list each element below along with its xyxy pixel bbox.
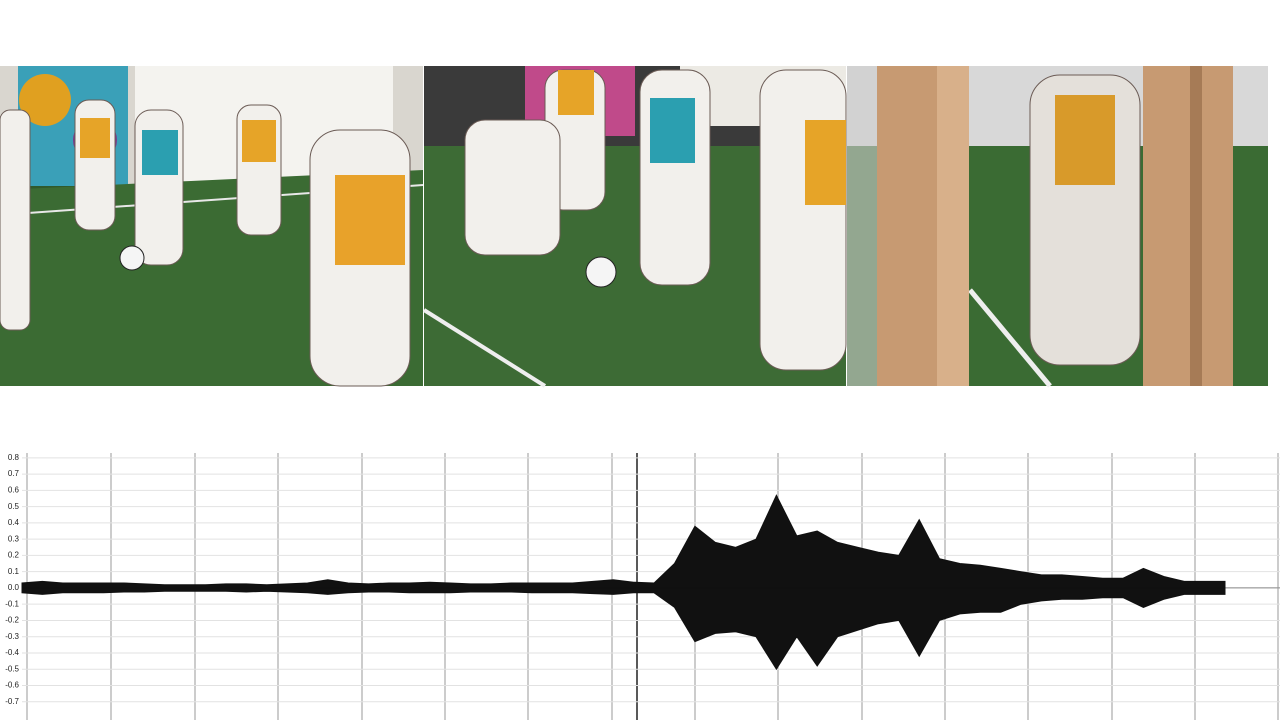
waveform-envelope xyxy=(21,494,1226,589)
y-tick-label: 0.2 xyxy=(8,551,20,560)
y-tick-label: -0.4 xyxy=(5,648,19,657)
y-tick-label: 0.8 xyxy=(8,453,20,462)
y-tick-label: -0.3 xyxy=(5,632,19,641)
y-tick-label: -0.1 xyxy=(5,599,19,608)
y-tick-label: -0.7 xyxy=(5,697,19,706)
y-tick-label: -0.6 xyxy=(5,681,19,690)
y-tick-label: 0.7 xyxy=(8,469,20,478)
frame-1 xyxy=(0,66,424,387)
y-tick-label: 0.6 xyxy=(8,485,20,494)
frame-3 xyxy=(847,66,1268,388)
y-tick-label: 0.5 xyxy=(8,502,20,511)
y-tick-label: 0.1 xyxy=(8,567,20,576)
y-tick-label: 0.3 xyxy=(8,534,20,543)
y-tick-label: -0.5 xyxy=(5,664,19,673)
frame-2 xyxy=(422,66,847,388)
y-tick-label: 0.0 xyxy=(8,583,20,592)
waveform-envelope xyxy=(21,587,1226,671)
y-tick-label: 0.4 xyxy=(8,518,20,527)
y-tick-label: -0.2 xyxy=(5,616,19,625)
